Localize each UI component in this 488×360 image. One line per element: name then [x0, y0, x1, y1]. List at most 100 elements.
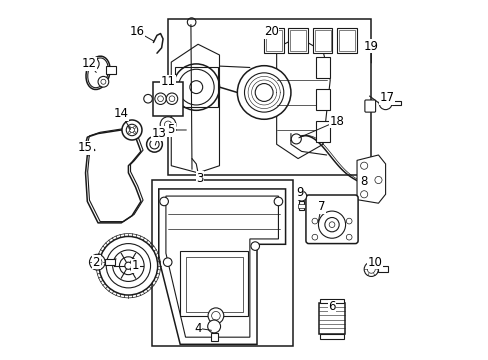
- Text: 9: 9: [296, 186, 303, 199]
- Circle shape: [106, 244, 150, 288]
- Text: 2: 2: [92, 256, 100, 269]
- Bar: [298, 204, 304, 208]
- Text: 18: 18: [329, 114, 344, 127]
- Circle shape: [163, 258, 172, 266]
- Circle shape: [143, 94, 152, 103]
- Bar: [315, 121, 329, 143]
- Bar: [264, 28, 283, 53]
- Circle shape: [126, 124, 138, 136]
- Circle shape: [296, 191, 306, 201]
- Circle shape: [149, 140, 159, 149]
- Polygon shape: [171, 44, 219, 173]
- Bar: [314, 30, 330, 51]
- Bar: [320, 299, 343, 303]
- Bar: [391, 101, 400, 105]
- Circle shape: [207, 320, 220, 333]
- Circle shape: [324, 217, 339, 232]
- Circle shape: [378, 97, 391, 110]
- FancyBboxPatch shape: [305, 195, 357, 244]
- Bar: [338, 30, 354, 51]
- Circle shape: [129, 127, 134, 132]
- Bar: [167, 19, 370, 175]
- Circle shape: [346, 234, 351, 240]
- Bar: [105, 259, 115, 265]
- Bar: [315, 57, 329, 78]
- Bar: [153, 82, 183, 116]
- Polygon shape: [276, 37, 329, 158]
- Ellipse shape: [86, 56, 110, 90]
- Circle shape: [291, 134, 301, 144]
- Circle shape: [124, 262, 132, 269]
- Circle shape: [207, 308, 224, 324]
- Bar: [175, 67, 217, 107]
- Circle shape: [133, 126, 135, 129]
- Circle shape: [189, 81, 203, 94]
- Bar: [315, 89, 329, 111]
- Circle shape: [122, 120, 142, 140]
- Polygon shape: [356, 155, 385, 203]
- Bar: [265, 30, 282, 51]
- Circle shape: [164, 121, 171, 128]
- Text: 17: 17: [379, 91, 394, 104]
- Bar: [151, 180, 292, 346]
- Text: 15: 15: [78, 141, 93, 154]
- Circle shape: [101, 79, 106, 84]
- Bar: [320, 334, 343, 339]
- Text: 3: 3: [196, 172, 203, 185]
- Bar: [312, 28, 332, 53]
- Text: 7: 7: [317, 200, 325, 213]
- Text: 10: 10: [366, 256, 382, 269]
- Circle shape: [166, 93, 177, 104]
- Circle shape: [128, 131, 130, 134]
- Circle shape: [178, 69, 214, 105]
- Bar: [210, 333, 217, 341]
- Text: 6: 6: [327, 300, 335, 313]
- Text: 4: 4: [194, 322, 202, 335]
- Text: 13: 13: [151, 127, 166, 140]
- Text: 12: 12: [81, 57, 97, 71]
- Circle shape: [364, 262, 378, 276]
- Circle shape: [86, 58, 99, 70]
- Circle shape: [250, 242, 259, 250]
- Circle shape: [346, 218, 351, 224]
- Text: 19: 19: [363, 40, 378, 53]
- Polygon shape: [159, 189, 285, 344]
- Circle shape: [374, 176, 381, 184]
- Text: 1: 1: [132, 259, 139, 272]
- Circle shape: [157, 96, 163, 102]
- Circle shape: [133, 131, 135, 134]
- Circle shape: [160, 117, 176, 132]
- Bar: [299, 201, 304, 210]
- Circle shape: [99, 237, 157, 295]
- Circle shape: [311, 218, 317, 224]
- Circle shape: [360, 191, 367, 198]
- Circle shape: [211, 311, 220, 320]
- Text: 11: 11: [160, 75, 175, 88]
- Circle shape: [93, 257, 102, 267]
- Bar: [290, 30, 305, 51]
- Text: 16: 16: [130, 25, 144, 38]
- Text: 20: 20: [264, 25, 278, 38]
- Circle shape: [89, 61, 96, 67]
- Circle shape: [366, 265, 374, 273]
- Circle shape: [112, 250, 144, 282]
- Circle shape: [311, 234, 317, 240]
- Circle shape: [155, 93, 166, 104]
- Circle shape: [146, 136, 162, 152]
- Circle shape: [328, 222, 334, 228]
- Bar: [378, 266, 387, 272]
- Circle shape: [160, 197, 168, 206]
- Bar: [106, 66, 116, 73]
- Text: 5: 5: [167, 123, 175, 136]
- Circle shape: [173, 64, 219, 111]
- Circle shape: [119, 257, 137, 275]
- Circle shape: [89, 254, 105, 270]
- FancyBboxPatch shape: [364, 100, 375, 112]
- Bar: [288, 28, 307, 53]
- Circle shape: [128, 126, 130, 129]
- Circle shape: [244, 73, 283, 112]
- Circle shape: [360, 162, 367, 169]
- Circle shape: [98, 76, 108, 87]
- Bar: [336, 28, 356, 53]
- Circle shape: [318, 211, 345, 238]
